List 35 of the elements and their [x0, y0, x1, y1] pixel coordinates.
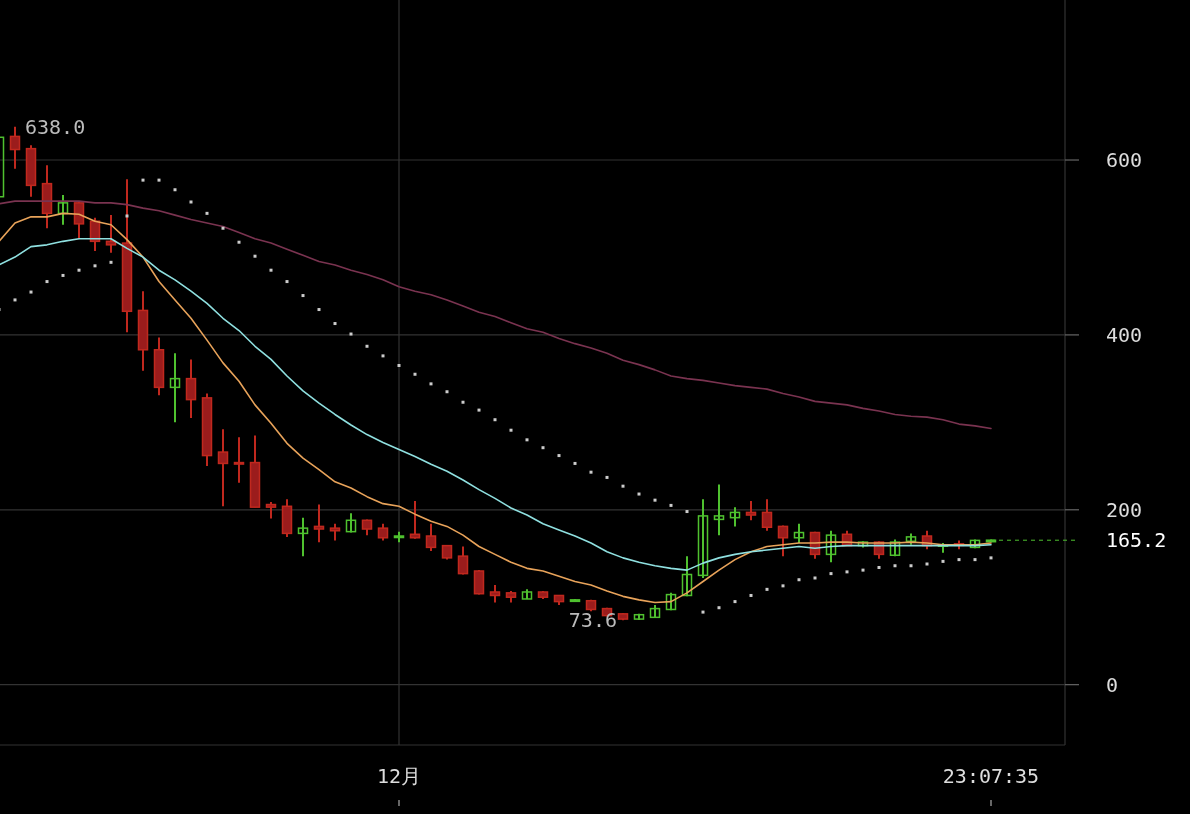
candlestick: [777, 524, 789, 558]
annotation: 638.0: [25, 114, 86, 139]
candlestick: [297, 516, 309, 558]
candlestick: [233, 436, 245, 484]
annotation: 73.6: [568, 608, 617, 633]
candlestick: [217, 428, 229, 508]
y-tick-label: 400: [1106, 322, 1143, 347]
candlestick: [745, 500, 757, 522]
candlestick: [825, 529, 837, 564]
candlestick: [729, 506, 741, 528]
candlestick: [169, 352, 181, 424]
candlestick: [345, 512, 357, 534]
candlestick: [57, 193, 69, 226]
candlestick: [425, 522, 437, 552]
candlestick: [9, 125, 21, 170]
candlestick: [793, 522, 805, 545]
candlestick: [409, 500, 421, 540]
candlestick: [761, 498, 773, 532]
candlestick: [313, 503, 325, 544]
candlestick: [457, 545, 469, 576]
y-tick-label: 200: [1106, 497, 1143, 522]
candlestick: [697, 498, 709, 579]
ref-line-label: 165.2: [1106, 528, 1167, 553]
candlestick: [713, 483, 725, 537]
y-tick-label: 0: [1106, 672, 1119, 697]
candlestick: [73, 200, 85, 240]
x-tick-label: 23:07:35: [942, 764, 1040, 788]
x-tick-label: 12月: [376, 764, 422, 788]
candlestick: [105, 214, 117, 254]
candlestick: [185, 358, 197, 419]
candlestick: [681, 555, 693, 598]
line-series: [0, 200, 992, 430]
candlestick: [649, 604, 661, 619]
y-tick-label: 600: [1106, 148, 1143, 173]
candlestick: [473, 569, 485, 596]
